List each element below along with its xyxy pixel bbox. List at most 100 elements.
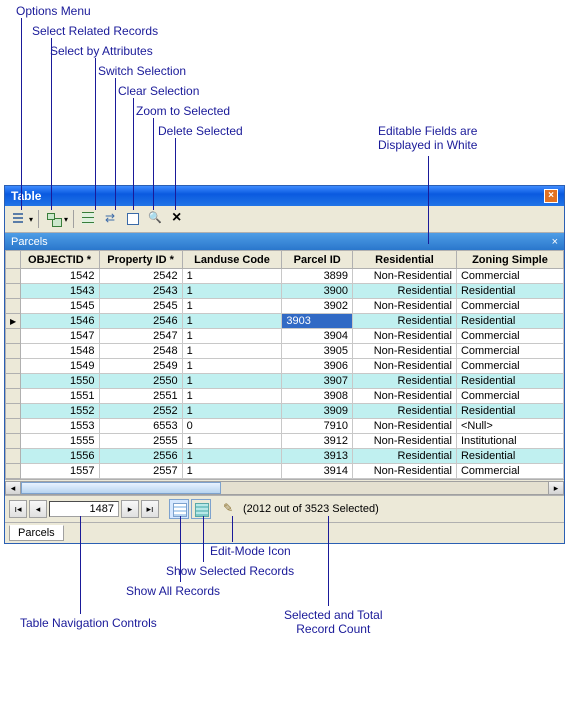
cell-landuse[interactable]: 0 [182, 419, 282, 434]
options-menu-button[interactable] [9, 209, 29, 229]
cell-landuse[interactable]: 1 [182, 449, 282, 464]
record-number-input[interactable] [49, 501, 119, 517]
select-by-attributes-button[interactable] [79, 209, 99, 229]
cell-zone[interactable]: Commercial [456, 329, 563, 344]
related-dropdown-icon[interactable]: ▾ [64, 215, 68, 224]
cell-parcelid[interactable]: 7910 [282, 419, 353, 434]
cell-propid[interactable]: 2551 [99, 389, 182, 404]
cell-objectid[interactable]: 1548 [20, 344, 99, 359]
row-header[interactable] [6, 374, 21, 389]
row-header[interactable] [6, 449, 21, 464]
table-row[interactable]: 1555255513912Non-ResidentialInstitutiona… [6, 434, 564, 449]
cell-propid[interactable]: 2546 [99, 314, 182, 329]
cell-res[interactable]: Non-Residential [353, 359, 457, 374]
cell-zone[interactable]: Commercial [456, 389, 563, 404]
cell-zone[interactable]: Institutional [456, 434, 563, 449]
cell-parcelid[interactable]: 3913 [282, 449, 353, 464]
table-row[interactable]: 1546254613903ResidentialResidential [6, 314, 564, 329]
cell-res[interactable]: Residential [353, 284, 457, 299]
cell-parcelid[interactable]: 3900 [282, 284, 353, 299]
row-header[interactable] [6, 269, 21, 284]
options-dropdown-icon[interactable]: ▾ [29, 215, 33, 224]
cell-objectid[interactable]: 1552 [20, 404, 99, 419]
table-row[interactable]: 1551255113908Non-ResidentialCommercial [6, 389, 564, 404]
row-header[interactable] [6, 464, 21, 479]
cell-parcelid[interactable]: 3914 [282, 464, 353, 479]
table-row[interactable]: 1543254313900ResidentialResidential [6, 284, 564, 299]
cell-landuse[interactable]: 1 [182, 374, 282, 389]
cell-res[interactable]: Residential [353, 404, 457, 419]
column-header[interactable]: Landuse Code [182, 251, 282, 269]
row-header[interactable] [6, 434, 21, 449]
cell-parcelid[interactable]: 3909 [282, 404, 353, 419]
cell-res[interactable]: Residential [353, 374, 457, 389]
cell-zone[interactable]: Residential [456, 284, 563, 299]
row-header[interactable] [6, 284, 21, 299]
zoom-to-selected-button[interactable] [145, 209, 165, 229]
cell-propid[interactable]: 2549 [99, 359, 182, 374]
nav-last-button[interactable]: ▸ı [141, 500, 159, 518]
cell-parcelid[interactable]: 3907 [282, 374, 353, 389]
cell-landuse[interactable]: 1 [182, 404, 282, 419]
nav-prev-button[interactable]: ◂ [29, 500, 47, 518]
cell-parcelid[interactable]: 3899 [282, 269, 353, 284]
cell-zone[interactable]: <Null> [456, 419, 563, 434]
table-row[interactable]: 1549254913906Non-ResidentialCommercial [6, 359, 564, 374]
cell-res[interactable]: Non-Residential [353, 299, 457, 314]
cell-propid[interactable]: 2555 [99, 434, 182, 449]
cell-propid[interactable]: 2552 [99, 404, 182, 419]
cell-zone[interactable]: Commercial [456, 464, 563, 479]
table-row[interactable]: 1550255013907ResidentialResidential [6, 374, 564, 389]
cell-propid[interactable]: 2548 [99, 344, 182, 359]
cell-zone[interactable]: Residential [456, 314, 563, 329]
cell-zone[interactable]: Commercial [456, 359, 563, 374]
column-header[interactable]: Parcel ID [282, 251, 353, 269]
cell-parcelid[interactable]: 3908 [282, 389, 353, 404]
row-header[interactable] [6, 404, 21, 419]
cell-propid[interactable]: 2545 [99, 299, 182, 314]
clear-selection-button[interactable] [123, 209, 143, 229]
cell-landuse[interactable]: 1 [182, 359, 282, 374]
cell-zone[interactable]: Residential [456, 404, 563, 419]
cell-res[interactable]: Non-Residential [353, 389, 457, 404]
cell-propid[interactable]: 6553 [99, 419, 182, 434]
related-records-button[interactable] [44, 209, 64, 229]
cell-parcelid[interactable]: 3906 [282, 359, 353, 374]
cell-zone[interactable]: Commercial [456, 299, 563, 314]
cell-res[interactable]: Non-Residential [353, 419, 457, 434]
cell-objectid[interactable]: 1555 [20, 434, 99, 449]
horizontal-scrollbar[interactable]: ◂ ▸ [5, 479, 564, 495]
cell-landuse[interactable]: 1 [182, 464, 282, 479]
cell-landuse[interactable]: 1 [182, 434, 282, 449]
cell-propid[interactable]: 2556 [99, 449, 182, 464]
cell-zone[interactable]: Residential [456, 449, 563, 464]
cell-objectid[interactable]: 1546 [20, 314, 99, 329]
show-selected-records-button[interactable] [191, 499, 211, 519]
row-header[interactable] [6, 419, 21, 434]
cell-landuse[interactable]: 1 [182, 284, 282, 299]
cell-res[interactable]: Residential [353, 449, 457, 464]
cell-res[interactable]: Non-Residential [353, 464, 457, 479]
row-header[interactable] [6, 329, 21, 344]
scroll-right-icon[interactable]: ▸ [548, 481, 564, 495]
cell-res[interactable]: Residential [353, 314, 457, 329]
scroll-left-icon[interactable]: ◂ [5, 481, 21, 495]
nav-next-button[interactable]: ▸ [121, 500, 139, 518]
cell-propid[interactable]: 2547 [99, 329, 182, 344]
cell-landuse[interactable]: 1 [182, 344, 282, 359]
table-row[interactable]: 1547254713904Non-ResidentialCommercial [6, 329, 564, 344]
cell-res[interactable]: Non-Residential [353, 269, 457, 284]
cell-objectid[interactable]: 1549 [20, 359, 99, 374]
column-header[interactable]: Residential [353, 251, 457, 269]
cell-propid[interactable]: 2557 [99, 464, 182, 479]
cell-res[interactable]: Non-Residential [353, 434, 457, 449]
cell-landuse[interactable]: 1 [182, 389, 282, 404]
cell-propid[interactable]: 2550 [99, 374, 182, 389]
table-row[interactable]: 1548254813905Non-ResidentialCommercial [6, 344, 564, 359]
cell-res[interactable]: Non-Residential [353, 329, 457, 344]
cell-objectid[interactable]: 1553 [20, 419, 99, 434]
cell-parcelid[interactable]: 3903 [282, 314, 353, 329]
table-row[interactable]: 1542254213899Non-ResidentialCommercial [6, 269, 564, 284]
cell-zone[interactable]: Commercial [456, 269, 563, 284]
cell-objectid[interactable]: 1545 [20, 299, 99, 314]
